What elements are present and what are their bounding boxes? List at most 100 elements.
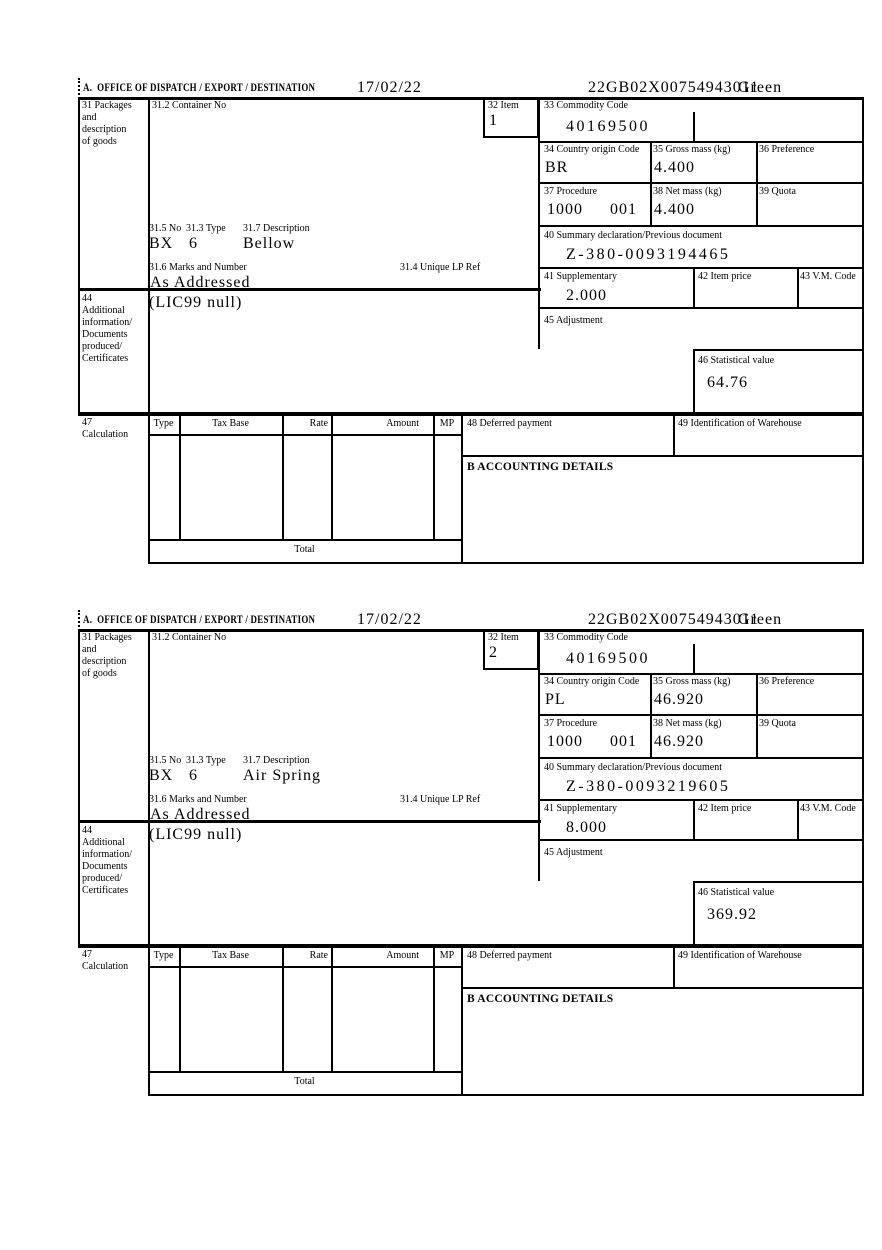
package-type-value: 6 (189, 235, 198, 252)
calc-column-divider (179, 948, 181, 1071)
form-left-border (78, 97, 80, 413)
supplementary-label: 41 Supplementary (544, 803, 618, 814)
marks-value: As Addressed (150, 274, 251, 291)
quota-label: 39 Quota (759, 718, 796, 729)
box31-label: 31 Packages and description of goods (82, 100, 132, 147)
form-bottom-border (148, 562, 864, 564)
package-type-label: 31.3 Type (186, 223, 226, 234)
country-origin-label: 34 Country origin Code (544, 676, 640, 687)
grid-line (538, 799, 864, 801)
dotted-column-divider (78, 610, 80, 627)
calc-column-divider (331, 416, 333, 539)
calc-col-amount: Amount (386, 950, 419, 961)
center-column-divider (538, 97, 540, 349)
warehouse-label: 49 Identification of Warehouse (678, 418, 802, 429)
item-number-value: 2 (489, 644, 498, 661)
container-no-label: 31.2 Container No (152, 100, 227, 111)
calc-column-divider (433, 948, 435, 1071)
grid-line (756, 141, 758, 225)
goods-description-value: Air Spring (243, 767, 321, 784)
gross-mass-label: 35 Gross mass (kg) (653, 144, 731, 155)
grid-line (693, 267, 695, 307)
gross-mass-label: 35 Gross mass (kg) (653, 676, 731, 687)
grid-line (650, 673, 652, 757)
package-no-value: BX (149, 767, 174, 784)
country-origin-value: BR (545, 159, 569, 176)
office-of-dispatch-header: A. OFFICE OF DISPATCH / EXPORT / DESTINA… (83, 82, 316, 94)
net-mass-value: 46.920 (654, 733, 704, 750)
deferred-payment-label: 48 Deferred payment (467, 418, 552, 429)
calc-table-left-border (148, 412, 150, 564)
statistical-value-label: 46 Statistical value (698, 355, 775, 366)
accounting-details-label: B ACCOUNTING DETAILS (467, 461, 614, 473)
goods-description-label: 31.7 Description (243, 755, 310, 766)
declaration-date: 17/02/22 (357, 611, 422, 628)
mrn-number: 22GB02X00754943011 (588, 79, 760, 96)
summary-declaration-value: Z-380-0093219605 (566, 778, 731, 795)
routing-status: Green (738, 79, 783, 96)
dotted-column-divider (78, 78, 80, 95)
box44-top-border (78, 820, 541, 823)
center-column-divider (538, 629, 540, 881)
accounting-top-border (461, 455, 864, 457)
statistical-value: 64.76 (707, 374, 748, 391)
summary-declaration-value: Z-380-0093194465 (566, 246, 731, 263)
box44-label: 44 Additional information/ Documents pro… (82, 825, 132, 896)
quota-label: 39 Quota (759, 186, 796, 197)
form-top-border (78, 629, 864, 632)
calc-col-amount: Amount (386, 418, 419, 429)
calc-total-top-border (148, 1071, 463, 1073)
country-origin-value: PL (545, 691, 566, 708)
container-no-label: 31.2 Container No (152, 632, 227, 643)
box44-label: 44 Additional information/ Documents pro… (82, 293, 132, 364)
procedure-value: 1000 (547, 733, 583, 750)
declaration-date: 17/02/22 (357, 79, 422, 96)
unique-lp-ref-label: 31.4 Unique LP Ref (400, 794, 481, 805)
calc-total-label: Total (294, 544, 315, 555)
package-no-value: BX (149, 235, 174, 252)
calc-column-divider (282, 416, 284, 539)
label-column-divider (148, 97, 150, 413)
gross-mass-value: 4.400 (654, 159, 695, 176)
form-right-border (862, 97, 864, 564)
vm-code-label: 43 V.M. Code (800, 271, 856, 282)
preference-label: 36 Preference (759, 676, 815, 687)
grid-line (797, 267, 799, 307)
procedure-ext-value: 001 (610, 201, 637, 218)
calc-col-mp: MP (439, 950, 455, 961)
item-price-label: 42 Item price (698, 271, 752, 282)
calc-column-divider (331, 948, 333, 1071)
gross-mass-value: 46.920 (654, 691, 704, 708)
box44-top-border (78, 288, 541, 291)
country-origin-label: 34 Country origin Code (544, 144, 640, 155)
form-top-border (78, 97, 864, 100)
statistical-value-label: 46 Statistical value (698, 887, 775, 898)
marks-label: 31.6 Marks and Number (149, 794, 247, 805)
grid-line (538, 757, 864, 759)
vm-code-label: 43 V.M. Code (800, 803, 856, 814)
item-number-box: 32 Item 2 (483, 629, 539, 670)
marks-label: 31.6 Marks and Number (149, 262, 247, 273)
grid-line (538, 307, 864, 309)
grid-line (693, 799, 695, 839)
supplementary-value: 8.000 (566, 819, 607, 836)
form-bottom-border (148, 1094, 864, 1096)
calc-header-underline (148, 966, 463, 968)
statistical-value: 369.92 (707, 906, 757, 923)
commodity-code-divider (693, 112, 695, 141)
commodity-code-value: 40169500 (566, 118, 650, 135)
box48-49-divider (673, 412, 675, 455)
calc-total-top-border (148, 539, 463, 541)
supplementary-label: 41 Supplementary (544, 271, 618, 282)
net-mass-label: 38 Net mass (kg) (653, 718, 722, 729)
procedure-label: 37 Procedure (544, 718, 598, 729)
grid-line (538, 267, 864, 269)
commodity-code-value: 40169500 (566, 650, 650, 667)
declaration-item-sheet-2: A. OFFICE OF DISPATCH / EXPORT / DESTINA… (78, 610, 864, 1096)
calc-table-left-border (148, 944, 150, 1096)
procedure-ext-value: 001 (610, 733, 637, 750)
grid-line (538, 182, 864, 184)
calc-col-tax-base: Tax Base (212, 418, 249, 429)
box47-label: 47 Calculation (82, 949, 129, 972)
